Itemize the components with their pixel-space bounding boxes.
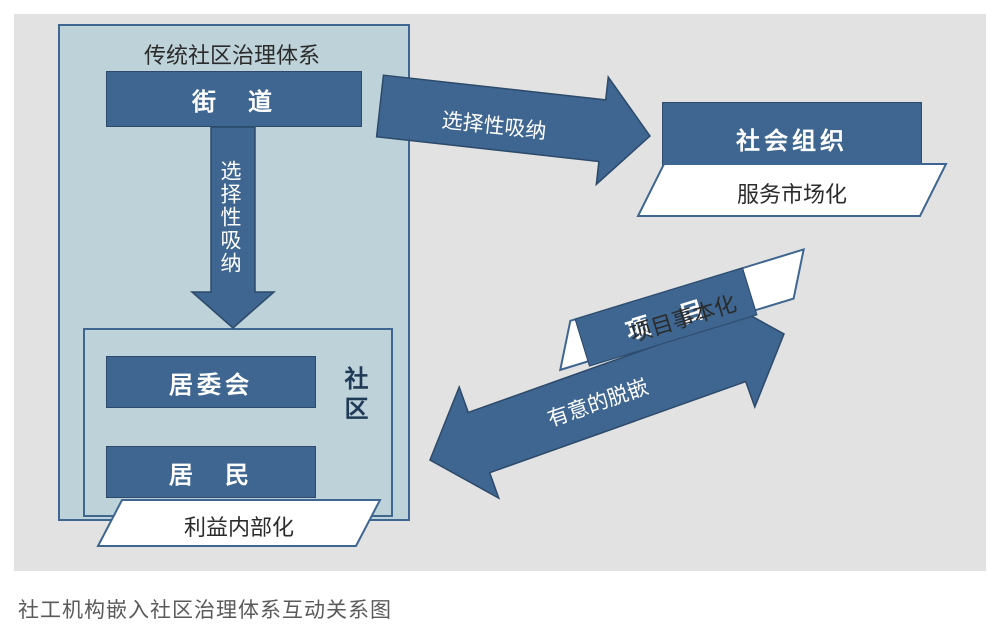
node-residents: 居 民 <box>106 446 316 498</box>
node-committee: 居委会 <box>106 356 316 408</box>
node-residents-label: 居 民 <box>169 455 253 490</box>
par-market-label: 服务市场化 <box>651 177 933 209</box>
node-committee-label: 居委会 <box>169 365 253 400</box>
node-social-org-label: 社会组织 <box>736 121 848 156</box>
par-benefit-label: 利益内部化 <box>110 510 368 542</box>
traditional-frame-title: 传统社区治理体系 <box>58 38 406 70</box>
node-street: 街 道 <box>106 71 362 127</box>
arrow-down-label: 选择性吸纳 <box>214 160 244 275</box>
diagram-canvas: 传统社区治理体系 街 道 社区 居委会 居 民 利益内部化 社会组织 服务市场化… <box>14 14 986 571</box>
diagram-caption: 社工机构嵌入社区治理体系互动关系图 <box>18 594 392 624</box>
node-street-label: 街 道 <box>192 82 276 117</box>
node-community-label: 社区 <box>336 366 371 426</box>
